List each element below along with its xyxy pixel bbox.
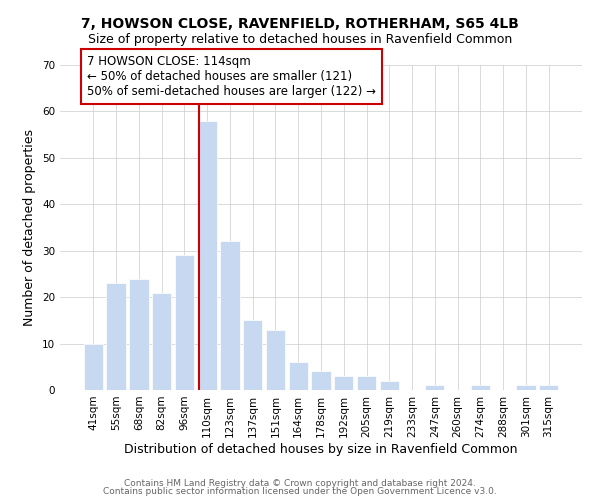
Bar xyxy=(289,362,308,390)
Bar xyxy=(334,376,353,390)
Bar xyxy=(197,120,217,390)
Bar xyxy=(129,278,149,390)
Bar xyxy=(516,386,536,390)
Bar xyxy=(357,376,376,390)
Bar xyxy=(84,344,103,390)
Bar xyxy=(175,256,194,390)
Bar xyxy=(266,330,285,390)
Text: 7, HOWSON CLOSE, RAVENFIELD, ROTHERHAM, S65 4LB: 7, HOWSON CLOSE, RAVENFIELD, ROTHERHAM, … xyxy=(81,18,519,32)
Bar xyxy=(539,386,558,390)
Bar xyxy=(243,320,262,390)
Bar xyxy=(106,283,126,390)
Text: Contains public sector information licensed under the Open Government Licence v3: Contains public sector information licen… xyxy=(103,487,497,496)
Text: 7 HOWSON CLOSE: 114sqm
← 50% of detached houses are smaller (121)
50% of semi-de: 7 HOWSON CLOSE: 114sqm ← 50% of detached… xyxy=(87,55,376,98)
Bar xyxy=(470,386,490,390)
Bar xyxy=(220,242,239,390)
Y-axis label: Number of detached properties: Number of detached properties xyxy=(23,129,37,326)
Bar xyxy=(311,372,331,390)
Bar xyxy=(380,380,399,390)
Text: Contains HM Land Registry data © Crown copyright and database right 2024.: Contains HM Land Registry data © Crown c… xyxy=(124,478,476,488)
Bar xyxy=(152,292,172,390)
Text: Size of property relative to detached houses in Ravenfield Common: Size of property relative to detached ho… xyxy=(88,32,512,46)
X-axis label: Distribution of detached houses by size in Ravenfield Common: Distribution of detached houses by size … xyxy=(124,442,518,456)
Bar xyxy=(425,386,445,390)
